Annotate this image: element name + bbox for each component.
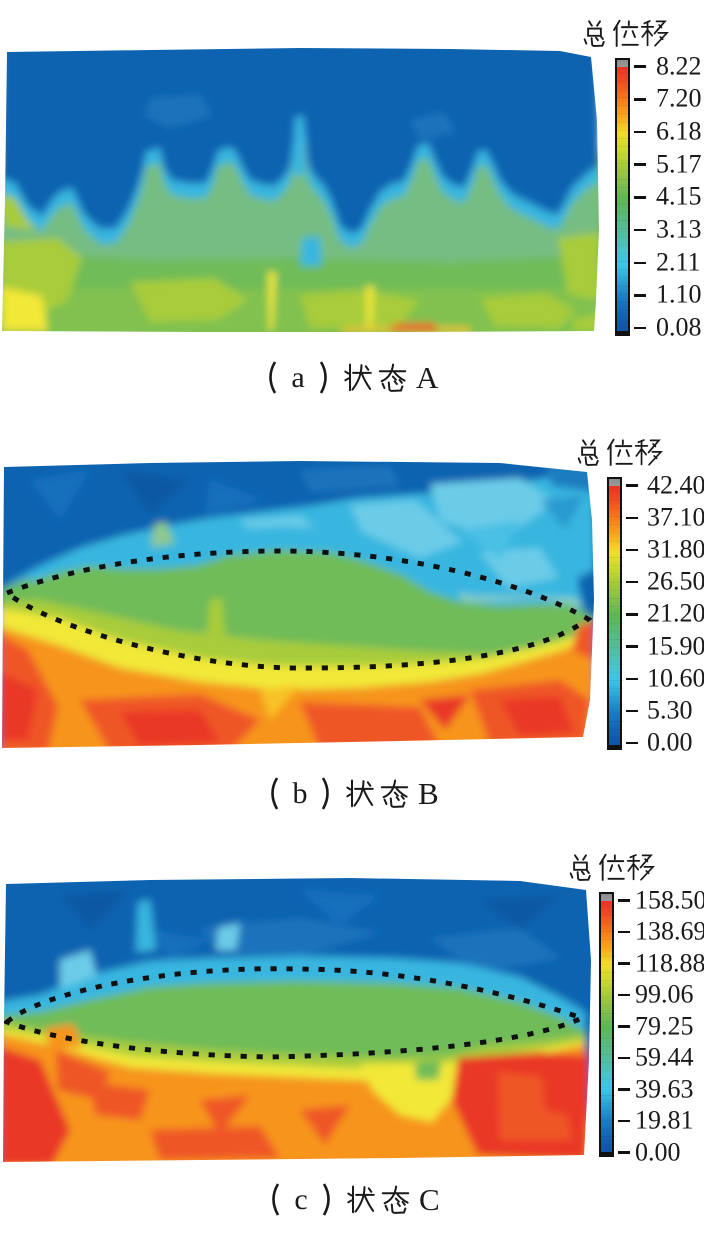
svg-text:a: a bbox=[291, 361, 304, 394]
svg-text:c: c bbox=[294, 1183, 307, 1216]
svg-text:C: C bbox=[419, 1182, 440, 1217]
svg-text:b: b bbox=[293, 777, 308, 810]
svg-text:B: B bbox=[418, 776, 439, 811]
svg-text:A: A bbox=[416, 360, 439, 395]
